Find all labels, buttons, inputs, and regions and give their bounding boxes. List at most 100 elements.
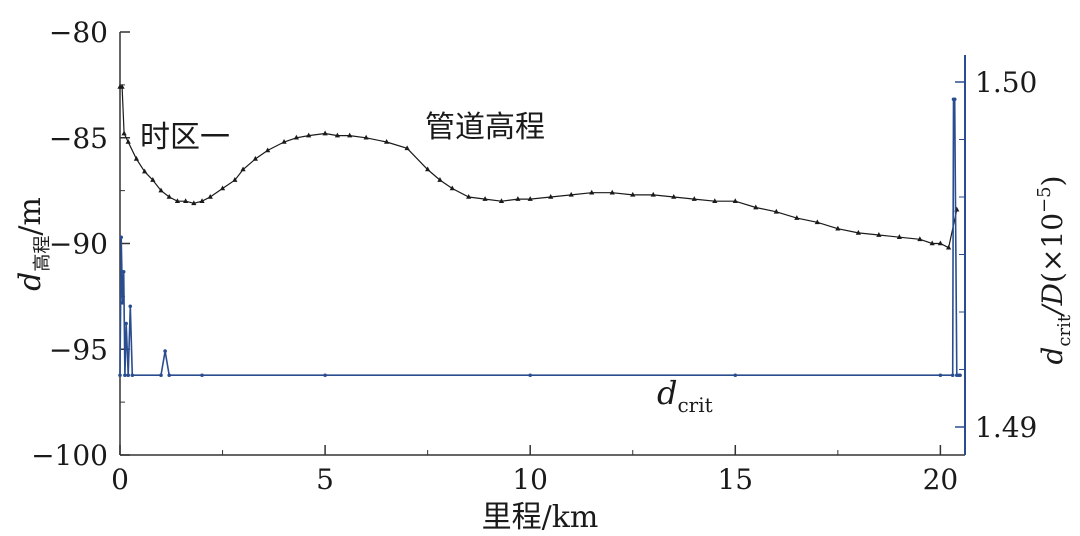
data-point: [753, 204, 759, 210]
data-point: [650, 191, 656, 197]
y-left-tick-label: −85: [49, 122, 108, 155]
data-point: [183, 198, 189, 203]
data-point: [334, 132, 341, 138]
data-point: [917, 236, 923, 242]
data-point: [240, 166, 246, 172]
data-point: [124, 321, 128, 326]
y-right-tick-label: 1.49: [975, 411, 1037, 444]
y-left-label-main: d: [13, 272, 48, 291]
data-point: [163, 349, 167, 353]
data-point: [548, 193, 554, 199]
data-point: [252, 155, 258, 161]
annotation-pipe-elevation: 管道高程: [425, 110, 545, 145]
data-point: [950, 373, 955, 378]
data-point: [142, 168, 148, 174]
data-point: [855, 229, 861, 235]
data-point: [466, 193, 472, 199]
data-point: [437, 177, 443, 182]
y-right-label-sub: crit: [1054, 314, 1075, 346]
data-point: [126, 373, 131, 378]
data-point: [199, 198, 205, 203]
series-elevation: [117, 83, 960, 250]
data-point: [133, 155, 140, 161]
y-right-tick-label: 1.50: [975, 66, 1037, 99]
y-left-tick-label: −90: [49, 228, 108, 261]
data-point: [732, 198, 738, 203]
data-point: [937, 240, 943, 246]
data-point: [773, 208, 779, 214]
data-point: [835, 225, 841, 231]
y-left-label-sub: 高程: [32, 236, 53, 272]
data-point: [128, 304, 133, 309]
y-right-label-mid: /D: [1036, 283, 1069, 318]
series-layer: [117, 83, 962, 378]
data-point: [130, 373, 135, 378]
y-left-axis-label: d高程/m: [13, 197, 53, 291]
y-left-tick-label: −100: [31, 439, 108, 472]
annotation-time-zone: 时区一: [140, 120, 230, 155]
data-point: [404, 145, 410, 151]
data-point: [712, 198, 718, 203]
data-point: [952, 97, 957, 102]
data-point: [125, 138, 131, 144]
data-point: [527, 196, 533, 201]
data-point: [482, 196, 488, 201]
y-right-label-scale: (×10: [1036, 213, 1069, 283]
data-point: [121, 269, 126, 274]
data-point: [166, 193, 172, 199]
data-point: [265, 147, 271, 153]
data-point: [958, 373, 962, 378]
annotation-dcrit-sub: crit: [677, 393, 712, 417]
y-right-label-main: d: [1036, 347, 1069, 365]
left-axis-ticks: −80 −85 −90 −95 −100: [31, 16, 130, 472]
data-point: [174, 198, 181, 203]
data-point: [293, 134, 299, 140]
x-tick-label: 15: [717, 463, 753, 496]
data-point: [589, 189, 595, 195]
y-left-tick-label: −95: [49, 333, 108, 366]
y-left-label-unit: /m: [13, 197, 48, 236]
bottom-axis-ticks: 0 5 10 15 20: [111, 445, 958, 496]
data-point: [630, 191, 636, 197]
data-point: [159, 373, 163, 378]
x-axis-label: 里程/km: [482, 500, 599, 535]
data-point: [896, 234, 902, 239]
data-point: [384, 138, 390, 144]
annotation-dcrit-main: d: [657, 374, 677, 412]
series-dcrit: [118, 97, 962, 378]
y-right-label-close: ): [1036, 175, 1069, 186]
data-point: [232, 177, 238, 182]
data-point: [158, 187, 164, 193]
data-point: [119, 83, 125, 89]
data-point: [167, 373, 172, 378]
data-point: [121, 130, 127, 136]
data-point: [150, 177, 156, 182]
data-point: [568, 191, 574, 197]
data-point: [281, 138, 287, 144]
data-point: [123, 373, 127, 378]
y-right-axis-label: dcrit/D(×10−5): [1034, 175, 1075, 364]
data-point: [938, 373, 943, 378]
data-point: [814, 219, 820, 225]
data-point: [347, 132, 353, 138]
data-point: [120, 301, 125, 305]
data-point: [794, 215, 800, 220]
data-point: [609, 189, 615, 195]
x-tick-label: 5: [316, 463, 334, 496]
right-axis-ticks: 1.50 1.49: [955, 66, 1037, 444]
x-tick-label: 20: [923, 463, 959, 496]
data-point: [498, 198, 505, 203]
data-point: [191, 200, 197, 206]
data-point: [363, 134, 369, 140]
data-point: [119, 235, 124, 240]
y-right-label-exp: −5: [1034, 186, 1055, 213]
data-point: [691, 196, 697, 201]
data-point: [207, 193, 213, 199]
data-point: [425, 166, 431, 172]
x-tick-label: 10: [512, 463, 548, 496]
data-point: [322, 130, 328, 136]
x-tick-label: 0: [111, 463, 129, 496]
data-point: [219, 185, 226, 191]
plot-frame: [119, 32, 966, 456]
